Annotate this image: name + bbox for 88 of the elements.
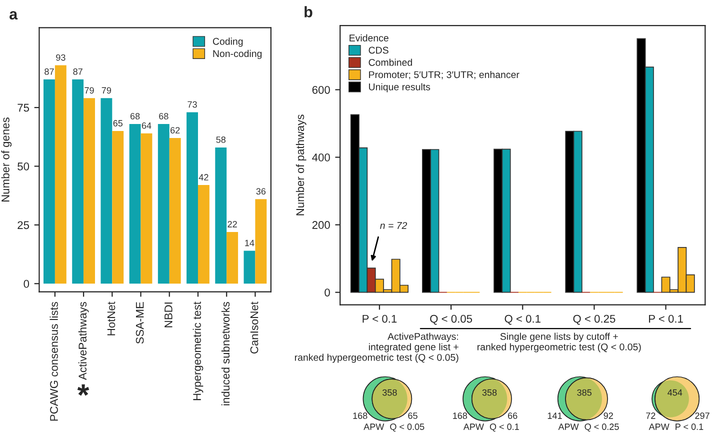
data-label: 42 (198, 174, 208, 180)
chart-title: a (10, 11, 18, 20)
x-tick-label: ActivePathways (78, 302, 89, 380)
y-tick-label: 0 (324, 288, 330, 296)
chart-title: b (304, 6, 312, 18)
y-axis-title: Number of genes (1, 118, 12, 202)
data-label: 65 (113, 120, 123, 126)
data-label: 14 (245, 240, 254, 246)
bar (169, 138, 181, 284)
annotation: n = 72 (380, 222, 408, 229)
text: 358 (382, 389, 397, 396)
bar (129, 124, 141, 284)
text: 65 (408, 412, 418, 419)
y-tick-label: 25 (18, 221, 30, 230)
bar (112, 131, 124, 284)
legend-label: CDS (368, 46, 388, 54)
legend-label: Combined (368, 58, 412, 66)
data-label: 64 (142, 122, 152, 129)
y-tick-label: 400 (312, 154, 330, 162)
data-label: 87 (44, 68, 54, 75)
data-label: 22 (228, 221, 237, 228)
text: Single gene lists by cutoff + ranked hypergeometric test (Q < 0.05) (478, 332, 641, 352)
legend-label: Non-coding (213, 50, 262, 59)
data-label: 68 (159, 113, 168, 120)
text: * (77, 384, 90, 396)
x-tick-label: HotNet (107, 302, 116, 336)
text: Q < 0.1 (490, 424, 519, 432)
text: 92 (604, 412, 613, 419)
legend-title: Evidence (350, 34, 388, 42)
bar (186, 112, 198, 284)
y-tick-label: 50 (18, 162, 30, 170)
legend-label: Unique results (369, 83, 430, 92)
bar (84, 98, 95, 284)
text: 358 (482, 389, 497, 396)
text: 141 (548, 412, 562, 419)
x-tick-label: NBDI (164, 302, 172, 328)
x-tick-label: P < 0.1 (649, 314, 683, 323)
text: 168 (353, 412, 368, 419)
bar (100, 98, 112, 284)
y-tick-label: 200 (312, 221, 330, 229)
bar (72, 79, 84, 284)
x-tick-label: PCAWG consensus lists (50, 302, 58, 421)
bar (226, 232, 238, 284)
x-tick-label: Hypergeometric test (192, 302, 204, 400)
text: APW (463, 424, 484, 430)
bar (54, 65, 66, 284)
data-label: 87 (73, 68, 82, 75)
x-tick-label: induced subnetworks (221, 302, 230, 406)
text: 297 (695, 412, 710, 419)
y-axis-title: Number of pathways (296, 114, 306, 216)
data-label: 73 (188, 101, 197, 108)
text: APW (648, 424, 670, 430)
bar (198, 185, 210, 284)
data-label: 62 (170, 127, 180, 134)
text: 454 (668, 389, 682, 396)
x-tick-label: P < 0.1 (362, 314, 397, 323)
bar (244, 250, 256, 284)
text: APW (558, 424, 579, 430)
text: P < 0.1 (676, 424, 704, 430)
y-tick-label: 600 (312, 86, 330, 94)
bar (255, 199, 267, 284)
x-tick-label: Q < 0.05 (430, 314, 472, 325)
y-tick-label: 0 (24, 280, 30, 288)
bar (158, 124, 170, 284)
data-label: 93 (56, 54, 66, 61)
bar (215, 147, 227, 284)
data-label: 68 (130, 113, 140, 120)
data-label: 58 (216, 136, 226, 143)
data-label: 79 (102, 87, 112, 94)
x-tick-label: SSA-ME (136, 302, 144, 344)
bar (140, 133, 152, 284)
x-tick-label: CanIsoNet (250, 302, 258, 354)
text: 72 (646, 412, 656, 419)
text: APW (364, 424, 384, 430)
text: ActivePathways: integrated gene list + ranked hypergeometric test (Q < 0.05) (294, 332, 458, 363)
text: 168 (453, 412, 468, 419)
y-tick-label: 75 (18, 104, 30, 112)
x-tick-label: Q < 0.25 (573, 314, 616, 325)
text: 66 (508, 412, 518, 419)
text: Q < 0.05 (390, 424, 424, 432)
bar (44, 79, 55, 284)
data-label: 79 (84, 87, 94, 94)
data-label: 36 (256, 188, 266, 195)
legend-label: Coding (212, 38, 243, 47)
text: 385 (577, 389, 592, 396)
x-tick-label: Q < 0.1 (504, 314, 540, 325)
text: Q < 0.25 (584, 424, 619, 432)
legend-label: Promoter; 5′UTR; 3′UTR; enhancer (369, 70, 520, 80)
